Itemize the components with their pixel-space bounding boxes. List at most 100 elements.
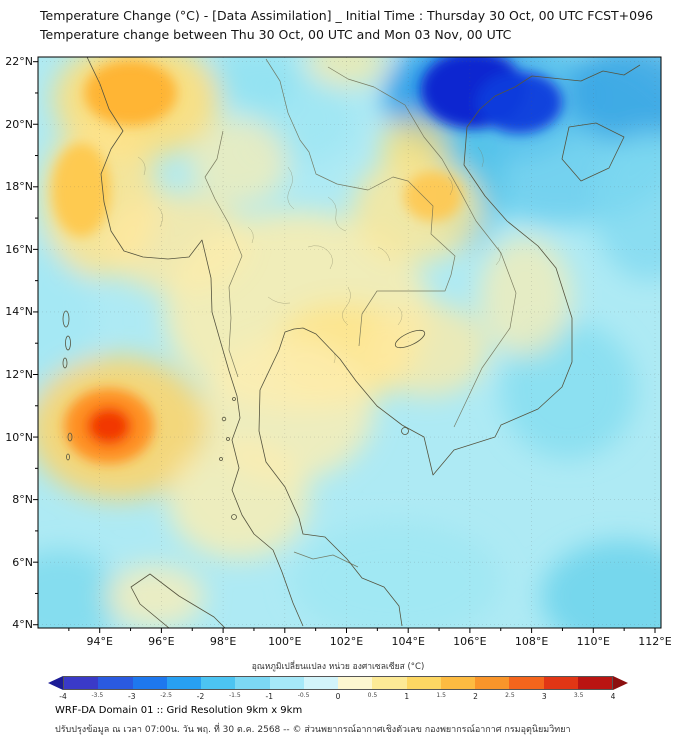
nicobar-island bbox=[66, 453, 70, 461]
x-axis-tick-label: 112°E bbox=[638, 635, 672, 648]
field-blob bbox=[500, 321, 637, 459]
x-axis-tick-label: 104°E bbox=[391, 635, 425, 648]
field-blob bbox=[380, 117, 449, 175]
phuket-island bbox=[231, 514, 237, 520]
y-axis-tick-label: 10°N bbox=[5, 430, 33, 444]
colorbar-segment bbox=[509, 677, 544, 689]
x-axis-tick-label: 98°E bbox=[209, 635, 237, 648]
chart-subtitle: Temperature change between Thu 30 Oct, 0… bbox=[40, 27, 512, 42]
colorbar: -4 -3.5 -3 -2.5 -2 -1.5 -1 -0.5 0 0.5 1 1.5 2 2.5 3 3.5… bbox=[48, 676, 628, 706]
colorbar-tick-label: -2 bbox=[196, 692, 205, 701]
colorbar-segment bbox=[440, 677, 475, 689]
border-myanmar-thailand bbox=[204, 130, 243, 378]
field-blob bbox=[540, 540, 661, 628]
x-axis-tick-label: 102°E bbox=[329, 635, 364, 648]
field-blob bbox=[51, 143, 111, 237]
y-axis-tick-label: 8°N bbox=[12, 493, 33, 507]
field-blob bbox=[403, 171, 463, 222]
map-plot bbox=[33, 56, 662, 633]
colorbar-segment bbox=[166, 677, 201, 689]
colorbar-tick-label: 3 bbox=[541, 692, 547, 701]
y-axis-tick-label: 18°N bbox=[5, 180, 33, 194]
field-blob bbox=[565, 57, 661, 143]
y-axis-tick-label: 12°N bbox=[5, 367, 33, 381]
mergui-island bbox=[226, 437, 230, 441]
colorbar-segment bbox=[406, 677, 441, 689]
coastlines bbox=[62, 57, 641, 628]
tonle-sap-lake bbox=[394, 329, 426, 349]
field-blob bbox=[105, 565, 205, 628]
colorbar-tick-label: -4 bbox=[59, 692, 67, 701]
sumatra-coast bbox=[130, 573, 226, 628]
colorbar-segment bbox=[269, 677, 304, 689]
y-axis-tick-label: 20°N bbox=[5, 117, 33, 131]
coastline-west bbox=[86, 57, 304, 627]
colorbar-segment bbox=[543, 677, 578, 689]
colorbar-segment bbox=[372, 677, 407, 689]
border-myanmar-china bbox=[265, 58, 289, 114]
y-axis-tick-label: 14°N bbox=[5, 305, 33, 319]
coastline-east bbox=[258, 64, 641, 627]
andaman-island bbox=[62, 357, 68, 369]
x-axis-tick-label: 110°E bbox=[576, 635, 611, 648]
colorbar-tick-label: -2.5 bbox=[160, 692, 172, 699]
field-blob bbox=[291, 521, 501, 628]
field-blob bbox=[84, 60, 177, 126]
x-axis-tick-label: 94°E bbox=[86, 635, 113, 648]
colorbar-tick-label: -3 bbox=[128, 692, 136, 701]
field-blob bbox=[189, 118, 288, 206]
field-blob bbox=[365, 302, 489, 397]
colorbar-tick-label: -1 bbox=[265, 692, 273, 701]
colorbar-tick-label: 1 bbox=[404, 692, 410, 701]
colorbar-segment bbox=[235, 677, 270, 689]
andaman-island bbox=[62, 310, 70, 328]
plot-border bbox=[37, 56, 662, 629]
country-borders bbox=[204, 58, 517, 568]
colorbar-tick-label: 3.5 bbox=[573, 692, 584, 699]
mergui-island bbox=[232, 397, 236, 401]
y-axis-tick-label: 4°N bbox=[12, 618, 33, 632]
colorbar-title: อุณหภูมิเปลี่ยนแปลง หน่วย องศาเซลเซียส (… bbox=[251, 662, 425, 672]
colorbar-segments bbox=[63, 676, 613, 690]
mergui-island bbox=[219, 457, 223, 461]
colorbar-segment bbox=[577, 677, 612, 689]
colorbar-segment bbox=[475, 677, 510, 689]
colorbar-segment bbox=[338, 677, 373, 689]
field-blob bbox=[86, 407, 132, 445]
border-thailand-malaysia bbox=[293, 551, 359, 568]
x-axis-tick-label: 100°E bbox=[268, 635, 302, 648]
province-boundaries bbox=[137, 146, 501, 364]
field-blob bbox=[207, 57, 301, 109]
colorbar-segment bbox=[64, 677, 99, 689]
footer-domain-info: WRF-DA Domain 01 :: Grid Resolution 9km … bbox=[55, 705, 303, 716]
border-cambodia-vietnam bbox=[453, 292, 517, 428]
temperature-field-cores bbox=[51, 57, 563, 464]
colorbar-tick-label: 2.5 bbox=[505, 692, 515, 699]
colorbar-left-arrow bbox=[48, 676, 63, 690]
x-axis-tick-label: 96°E bbox=[148, 635, 175, 648]
colorbar-tick-label: 1.5 bbox=[436, 692, 446, 699]
colorbar-tick-label: 0 bbox=[335, 692, 341, 701]
x-axis-tick-label: 108°E bbox=[514, 635, 549, 648]
field-blob bbox=[306, 57, 387, 87]
colorbar-tick-label: 2 bbox=[473, 692, 478, 701]
border-laos-china bbox=[327, 66, 375, 88]
colorbar-tick-label: -0.5 bbox=[297, 692, 310, 699]
hainan-island bbox=[561, 122, 625, 182]
colorbar-segment bbox=[132, 677, 167, 689]
y-axis-tick-label: 16°N bbox=[5, 242, 33, 256]
colorbar-tick-label: 0.5 bbox=[367, 692, 378, 699]
colorbar-tick-label: 4 bbox=[610, 692, 616, 701]
border-laos-vietnam bbox=[373, 86, 517, 294]
chart-title: Temperature Change (°C) - [Data Assimila… bbox=[40, 8, 654, 23]
colorbar-tick-label: -3.5 bbox=[91, 692, 104, 699]
x-axis-tick-label: 106°E bbox=[453, 635, 487, 648]
colorbar-right-arrow bbox=[613, 676, 628, 690]
phu-quoc-island bbox=[401, 427, 409, 435]
field-blob bbox=[479, 236, 572, 356]
andaman-island bbox=[65, 335, 71, 351]
colorbar-segment bbox=[98, 677, 133, 689]
field-blob bbox=[476, 71, 563, 134]
nicobar-island bbox=[67, 432, 73, 442]
